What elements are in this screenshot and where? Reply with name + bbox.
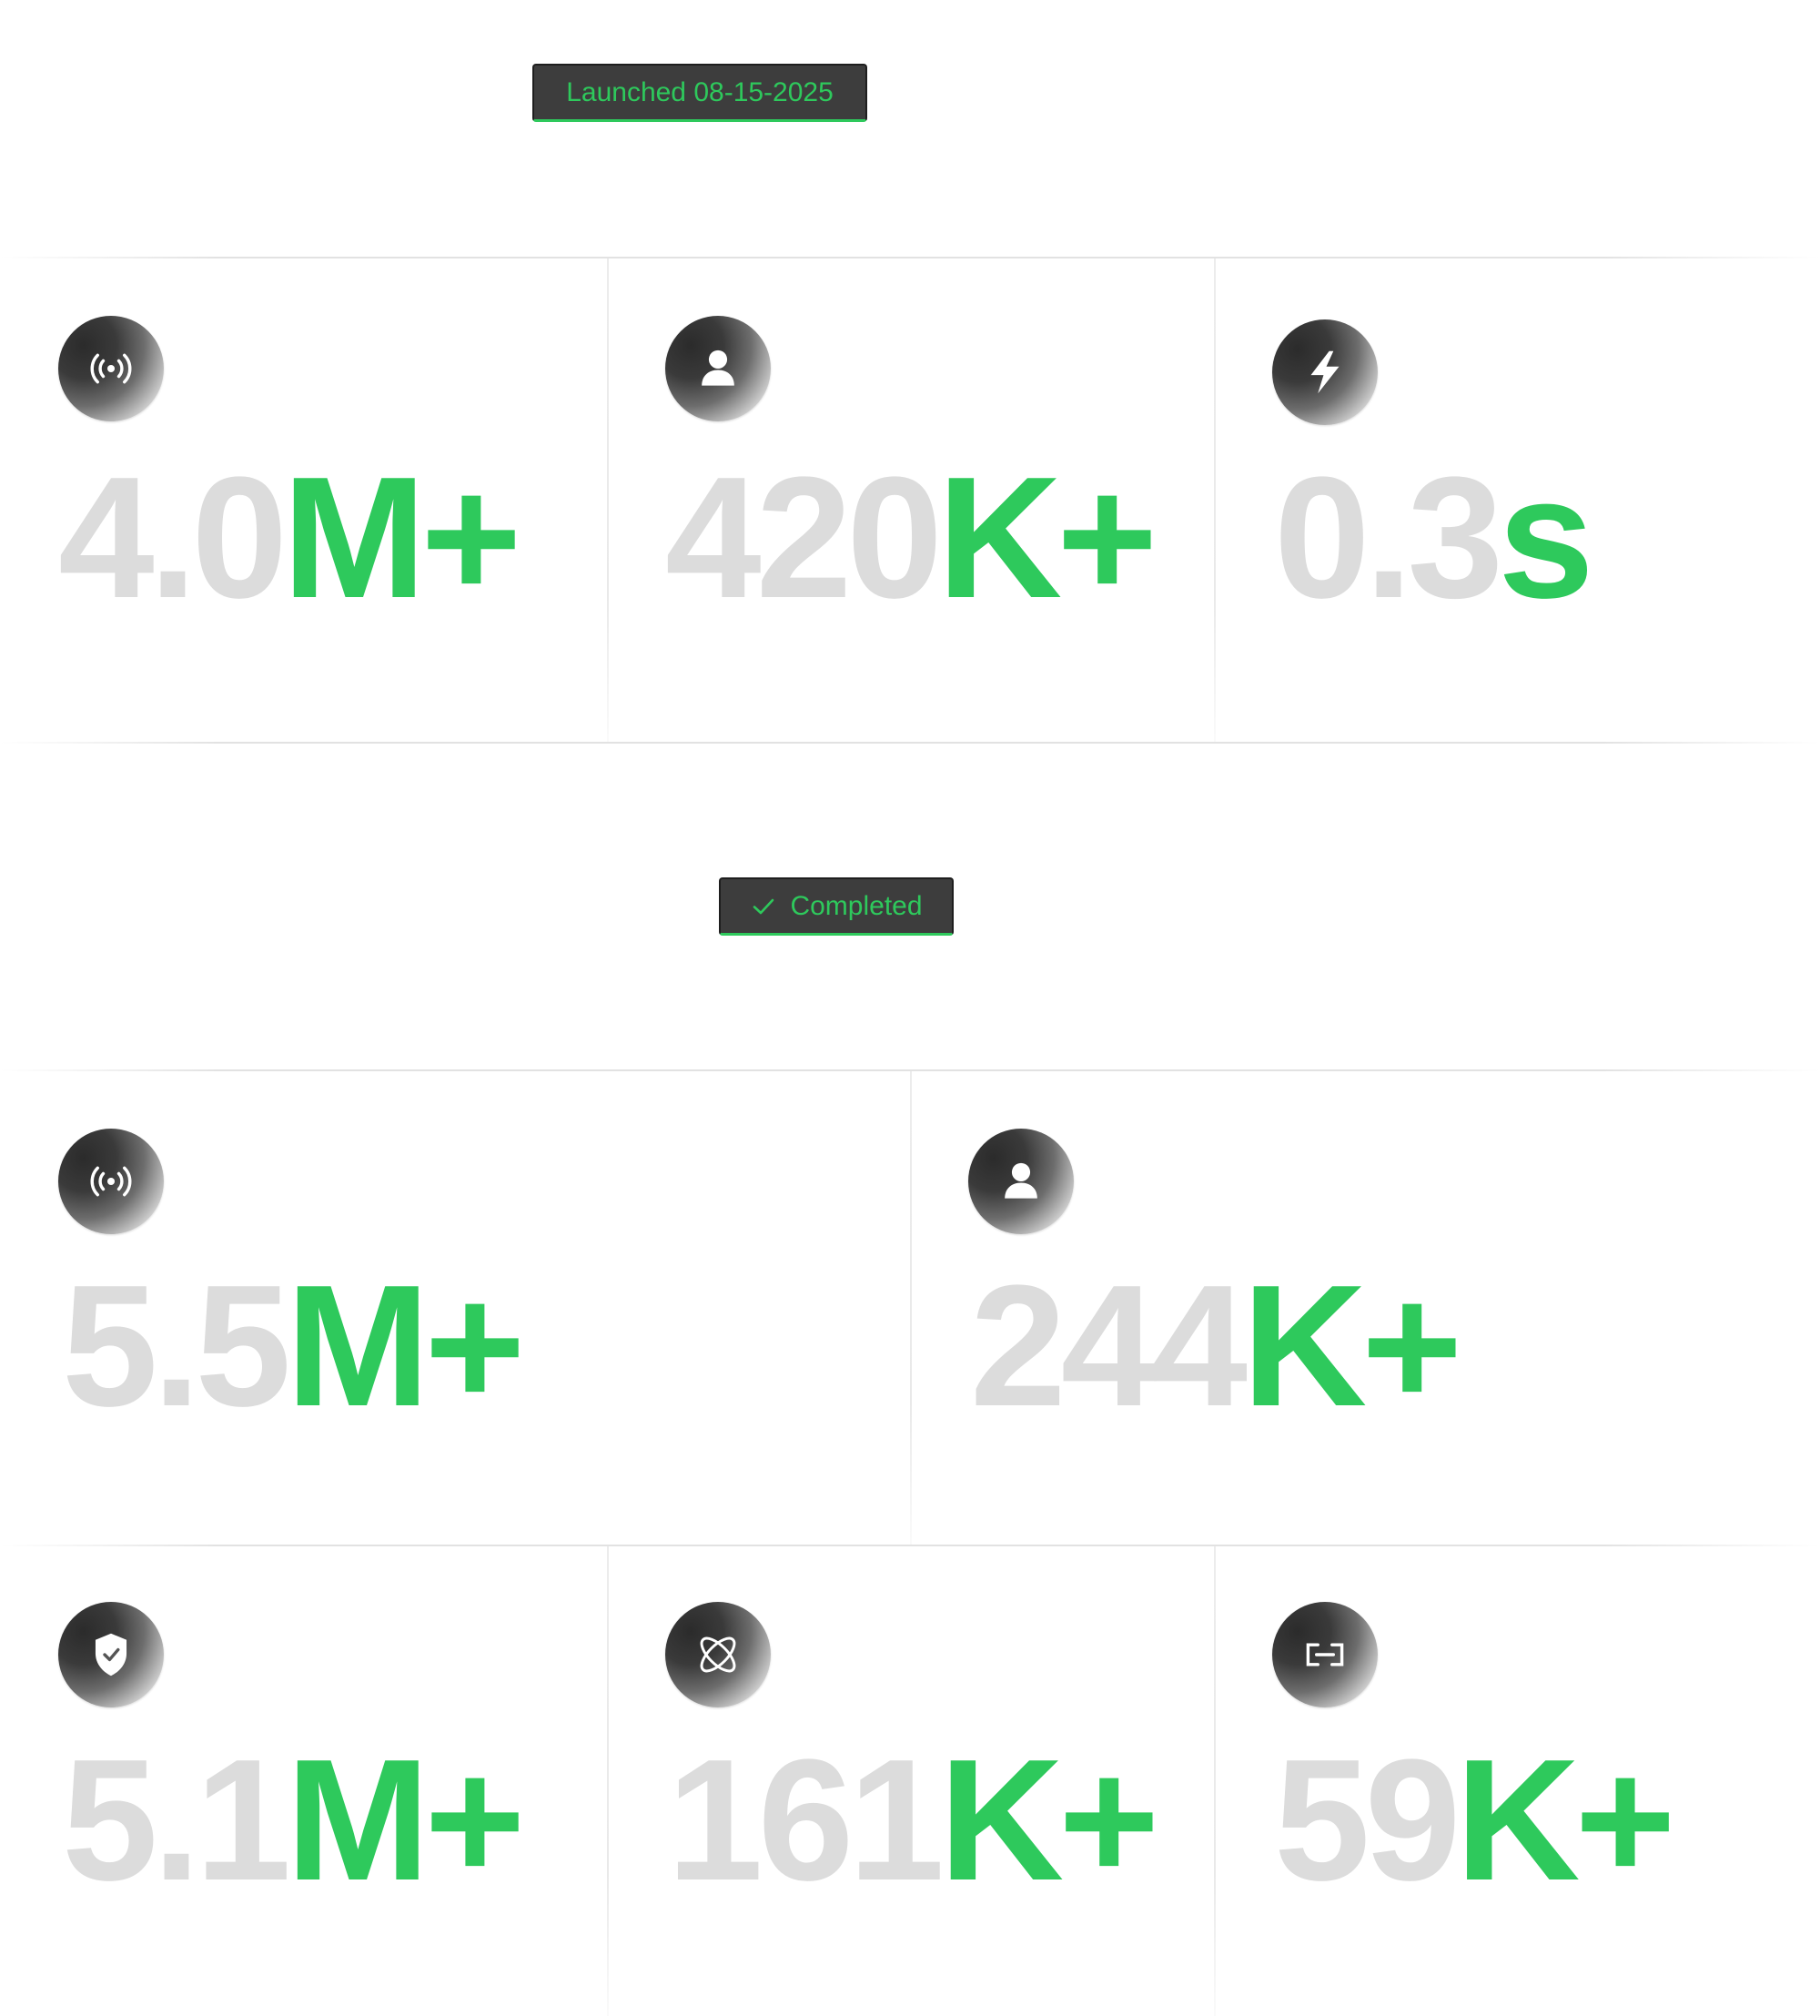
stat-number: 5.1 bbox=[62, 1724, 291, 1917]
stat-suffix: K+ bbox=[937, 441, 1158, 634]
launch-date-label: Launched 08-15-2025 bbox=[566, 77, 834, 107]
top-grid-column-divider-2 bbox=[1214, 258, 1216, 742]
atom-icon bbox=[665, 1602, 771, 1707]
stat-suffix: M+ bbox=[286, 1724, 525, 1917]
stat-value: 5.1M+ bbox=[62, 1734, 525, 1907]
stat-suffix: s bbox=[1498, 441, 1594, 634]
completed-badge: Completed bbox=[719, 877, 954, 936]
stat-number: 4.0 bbox=[58, 441, 288, 634]
stat-number: 0.3 bbox=[1274, 441, 1503, 634]
stat-value: 0.3s bbox=[1274, 451, 1594, 624]
bottom-row2-column-divider-1 bbox=[607, 1546, 609, 2016]
stat-suffix: K+ bbox=[1242, 1250, 1462, 1443]
check-icon bbox=[750, 893, 777, 920]
stat-number: 244 bbox=[970, 1250, 1248, 1443]
bottom-row2-column-divider-2 bbox=[1214, 1546, 1216, 2016]
shield-check-icon bbox=[58, 1602, 164, 1707]
stat-value: 244K+ bbox=[970, 1260, 1462, 1433]
bottom-grid-divider-middle bbox=[0, 1545, 1820, 1546]
stat-value: 4.0M+ bbox=[58, 451, 521, 624]
top-grid-divider-bottom bbox=[0, 742, 1820, 744]
stat-suffix: K+ bbox=[939, 1724, 1159, 1917]
stat-value: 59K+ bbox=[1274, 1734, 1676, 1907]
stat-value: 161K+ bbox=[667, 1734, 1159, 1907]
stat-suffix: K+ bbox=[1455, 1724, 1675, 1917]
top-grid-column-divider-1 bbox=[607, 258, 609, 742]
top-grid-divider-top bbox=[0, 257, 1820, 258]
launch-date-badge: Launched 08-15-2025 bbox=[532, 64, 867, 122]
user-icon bbox=[968, 1129, 1074, 1234]
stat-value: 5.5M+ bbox=[62, 1260, 525, 1433]
stat-suffix: M+ bbox=[282, 441, 521, 634]
stat-number: 161 bbox=[667, 1724, 945, 1917]
lightning-icon bbox=[1272, 319, 1378, 425]
stat-value: 420K+ bbox=[665, 451, 1158, 624]
link-icon bbox=[1272, 1602, 1378, 1707]
stat-suffix: M+ bbox=[286, 1250, 525, 1443]
bottom-row1-column-divider bbox=[910, 1071, 912, 1545]
bottom-grid-divider-top bbox=[0, 1069, 1820, 1071]
completed-label: Completed bbox=[790, 891, 923, 921]
stat-number: 59 bbox=[1274, 1724, 1461, 1917]
stat-number: 5.5 bbox=[62, 1250, 291, 1443]
broadcast-icon bbox=[58, 316, 164, 421]
broadcast-icon bbox=[58, 1129, 164, 1234]
stat-number: 420 bbox=[665, 441, 943, 634]
user-icon bbox=[665, 316, 771, 421]
